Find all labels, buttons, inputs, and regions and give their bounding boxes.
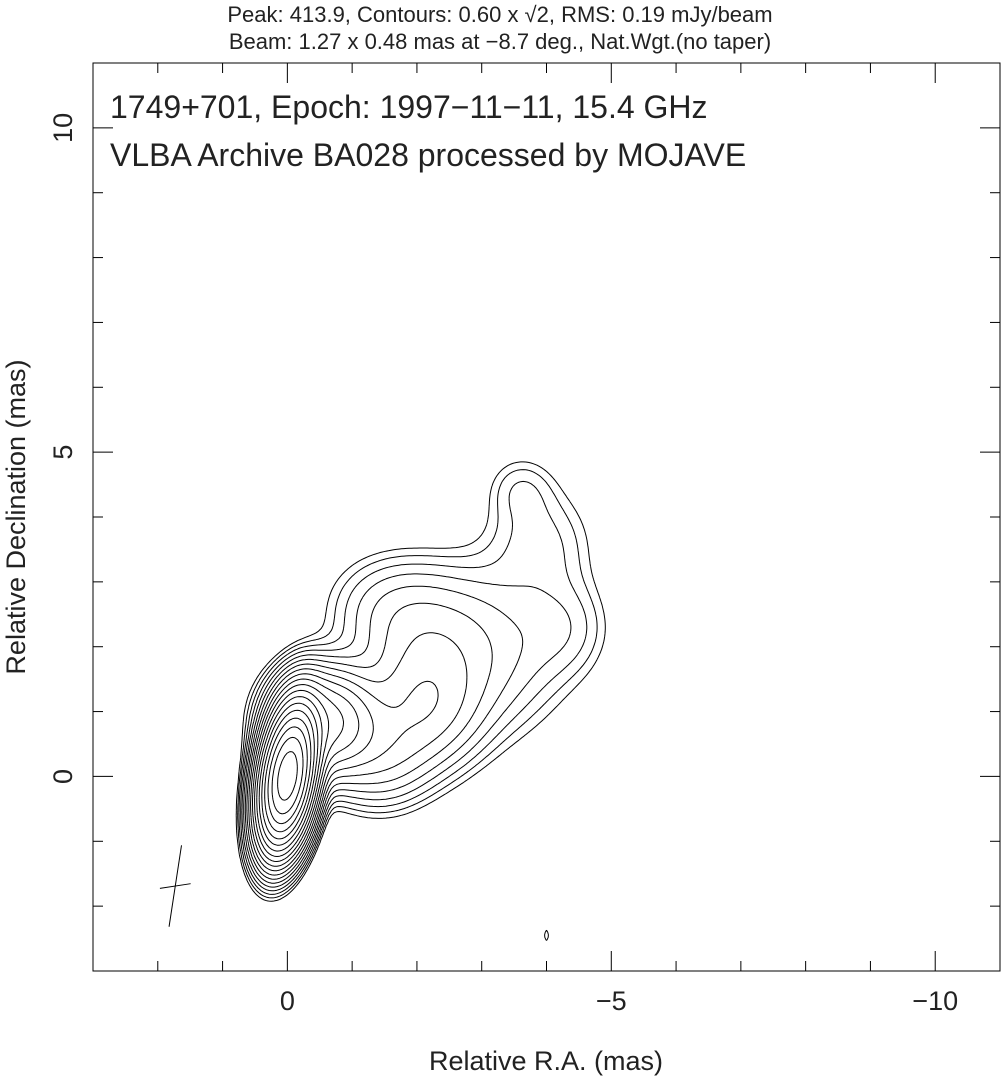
axis-ticks (92, 62, 1001, 972)
contour-level-3 (240, 573, 572, 892)
contour-level-14 (261, 709, 315, 840)
contour-level-15 (264, 717, 312, 833)
contours (235, 461, 606, 941)
contour-level-9 (250, 678, 360, 867)
contour-level-5 (243, 602, 493, 884)
x-tick-label: −10 (912, 986, 958, 1016)
contour-level-8 (248, 673, 374, 872)
tick-labels: 0 −5 −10 0 5 10 (48, 113, 958, 1016)
title-line-2: VLBA Archive BA028 processed by MOJAVE (110, 137, 746, 173)
y-axis-label: Relative Declination (mas) (1, 359, 31, 674)
title-line-1: 1749+701, Epoch: 1997−11−11, 15.4 GHz (110, 89, 708, 125)
contour-level-2 (238, 480, 588, 895)
beam-minor-axis (159, 883, 191, 889)
header-line-2: Beam: 1.27 x 0.48 mas at −8.7 deg., Nat.… (229, 29, 771, 54)
contour-level-7 (246, 668, 439, 876)
contour-level-12 (256, 696, 323, 852)
x-tick-label: 0 (280, 986, 295, 1016)
contour-level-18 (277, 751, 298, 801)
beam-cross (159, 845, 191, 927)
contour-level-0 (235, 461, 606, 941)
y-tick-label: 5 (48, 445, 78, 460)
y-tick-label: 0 (48, 769, 78, 784)
x-tick-label: −5 (596, 986, 627, 1016)
contour-level-10 (252, 684, 344, 862)
y-tick-label: 10 (48, 113, 78, 143)
contour-level-6 (244, 632, 468, 880)
x-axis-label: Relative R.A. (mas) (429, 1046, 663, 1076)
contour-level-1 (237, 469, 598, 899)
contour-level-17 (271, 736, 304, 815)
contour-level-11 (254, 689, 330, 857)
contour-level-16 (267, 726, 308, 825)
contour-level-4 (241, 585, 524, 888)
contour-level-13 (258, 702, 319, 846)
plot-frame (92, 62, 1001, 972)
header-line-1: Peak: 413.9, Contours: 0.60 x √2, RMS: 0… (227, 2, 772, 27)
